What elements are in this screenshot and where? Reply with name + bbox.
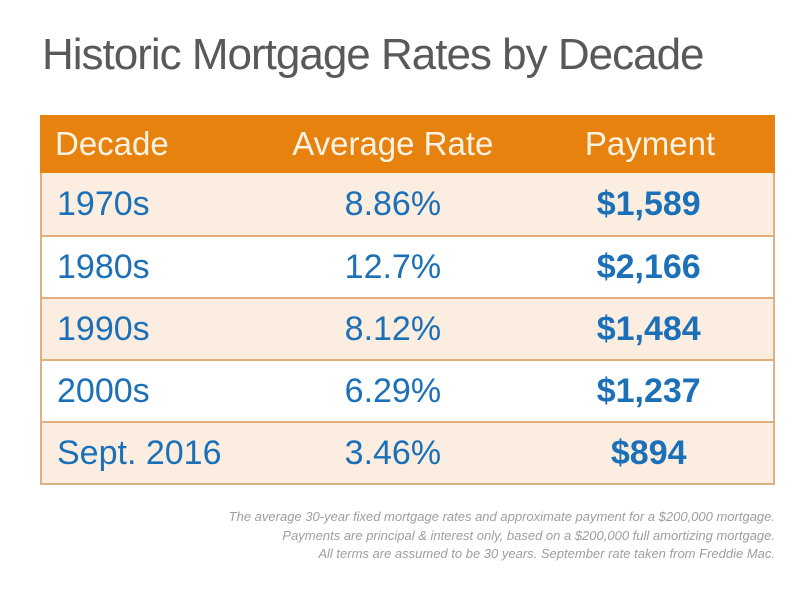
cell-decade: 1990s (57, 309, 150, 348)
table-row: Sept. 2016 3.46% $894 (42, 421, 773, 483)
page-title: Historic Mortgage Rates by Decade (42, 30, 705, 79)
cell-decade: 1970s (57, 184, 150, 223)
header-payment: Payment (584, 125, 716, 162)
cell-payment: $1,589 (596, 184, 701, 223)
cell-payment: $1,237 (596, 371, 701, 410)
table-row: 1980s 12.7% $2,166 (42, 235, 773, 297)
cell-rate: 12.7% (344, 247, 442, 286)
disclaimer-line: All terms are assumed to be 30 years. Se… (318, 546, 775, 561)
header-average-rate: Average Rate (292, 125, 494, 162)
cell-rate: 8.12% (344, 309, 442, 348)
cell-decade: 1980s (57, 247, 150, 286)
cell-payment: $1,484 (596, 309, 701, 348)
cell-rate: 3.46% (344, 433, 442, 472)
cell-payment: $894 (610, 433, 687, 472)
disclaimer-line: Payments are principal & interest only, … (282, 527, 775, 543)
header-decade: Decade (55, 125, 169, 162)
mortgage-rates-table: Decade Average Rate Payment 1970s 8.86% … (40, 115, 775, 485)
cell-decade: 2000s (57, 371, 150, 410)
cell-decade: Sept. 2016 (57, 433, 222, 472)
cell-payment: $2,166 (596, 247, 701, 286)
table-row: 2000s 6.29% $1,237 (42, 359, 773, 421)
table-row: 1990s 8.12% $1,484 (42, 297, 773, 359)
cell-rate: 6.29% (344, 371, 442, 410)
disclaimer-line: The average 30-year fixed mortgage rates… (228, 509, 775, 524)
table-row: 1970s 8.86% $1,589 (42, 173, 773, 235)
cell-rate: 8.86% (344, 184, 442, 223)
table-header-row: Decade Average Rate Payment (40, 115, 775, 173)
disclaimer: The average 30-year fixed mortgage rates… (40, 508, 775, 564)
